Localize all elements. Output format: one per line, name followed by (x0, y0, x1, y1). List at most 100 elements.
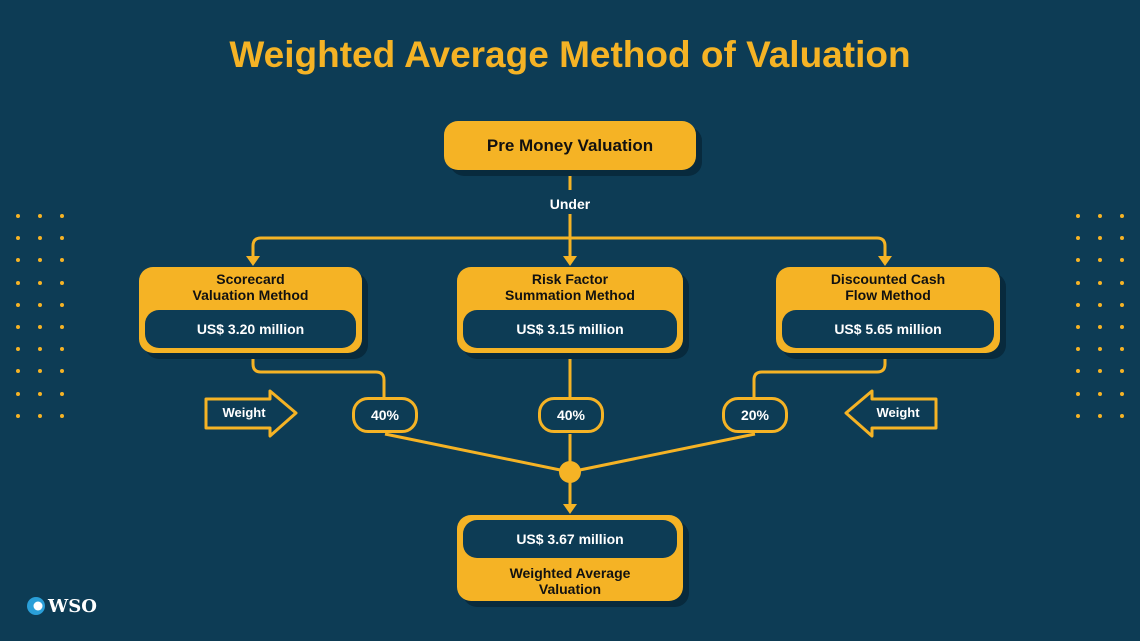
decorative-dot (1098, 214, 1102, 218)
decorative-dot (1076, 236, 1080, 241)
decorative-dot (1120, 236, 1124, 241)
decorative-dot (16, 391, 20, 396)
decorative-dots-left (16, 214, 64, 418)
decorative-dot (16, 302, 20, 307)
decorative-dot (1120, 302, 1124, 307)
decorative-dot (1098, 302, 1102, 307)
decorative-dot (60, 347, 64, 352)
decorative-dot (38, 391, 42, 396)
weight-pill: 40% (538, 397, 604, 433)
decorative-dot (60, 324, 64, 329)
method-title: Flow Method (845, 287, 931, 303)
decorative-dot (1098, 391, 1102, 396)
method-title: Scorecard (216, 271, 285, 287)
method-title: Discounted Cash (830, 271, 946, 287)
decorative-dots-right (1076, 214, 1124, 418)
decorative-dot (1120, 391, 1124, 396)
wso-logo: WSO (48, 596, 97, 617)
decorative-dot (38, 369, 42, 374)
decorative-dot (60, 369, 64, 374)
decorative-dot (16, 413, 20, 418)
result-value: US$ 3.67 million (463, 520, 677, 558)
decorative-dot (38, 413, 42, 418)
method-title: Summation Method (505, 287, 635, 303)
pre-money-valuation-label: Pre Money Valuation (486, 136, 654, 155)
decorative-dot (1076, 413, 1080, 418)
decorative-dot (1098, 236, 1102, 241)
decorative-dot (38, 236, 42, 241)
weight-arrow-left-icon (844, 389, 938, 438)
decorative-dot (16, 236, 20, 241)
connector-line (251, 353, 386, 397)
decorative-dot (16, 258, 20, 263)
weight-pill: 40% (352, 397, 418, 433)
result-label: Weighted Average (509, 565, 631, 581)
decorative-dot (1120, 280, 1124, 285)
arrow-head-icon (246, 256, 260, 266)
decorative-dot (16, 214, 20, 218)
method-value: US$ 3.15 million (463, 310, 677, 348)
decorative-dot (16, 280, 20, 285)
decorative-dot (1076, 347, 1080, 352)
decorative-dot (1120, 347, 1124, 352)
decorative-dot (60, 280, 64, 285)
decorative-dot (1076, 214, 1080, 218)
decorative-dot (60, 302, 64, 307)
decorative-dot (38, 302, 42, 307)
diagram-title: Weighted Average Method of Valuation (229, 34, 911, 75)
pre-money-valuation-box: Pre Money Valuation (444, 121, 696, 170)
weight-pill: 20% (722, 397, 788, 433)
result-box: US$ 3.67 million Weighted Average Valuat… (457, 515, 683, 601)
decorative-dot (1120, 258, 1124, 263)
arrow-head-icon (878, 256, 892, 266)
decorative-dot (38, 280, 42, 285)
weight-label-right: Weight (876, 405, 920, 420)
decorative-dot (1076, 258, 1080, 263)
arrow-head-icon (563, 256, 577, 266)
method-value: US$ 3.20 million (145, 310, 356, 348)
weight-arrow-right-icon (204, 389, 298, 438)
method-box-scorecard: Scorecard Valuation Method US$ 3.20 mill… (139, 267, 362, 353)
decorative-dot (16, 369, 20, 374)
junction-dot (559, 461, 581, 483)
decorative-dot (60, 391, 64, 396)
connector-line (251, 236, 887, 258)
decorative-dot (1120, 324, 1124, 329)
decorative-dot (1098, 413, 1102, 418)
connector-line (569, 432, 756, 474)
connector-line (752, 353, 887, 397)
decorative-dot (1120, 413, 1124, 418)
decorative-dot (1076, 324, 1080, 329)
decorative-dot (1076, 369, 1080, 374)
method-box-risk-factor: Risk Factor Summation Method US$ 3.15 mi… (457, 267, 683, 353)
decorative-dot (38, 214, 42, 218)
decorative-dot (60, 236, 64, 241)
method-box-dcf: Discounted Cash Flow Method US$ 5.65 mil… (776, 267, 1000, 353)
decorative-dot (60, 214, 64, 218)
decorative-dot (1098, 324, 1102, 329)
decorative-dot (16, 347, 20, 352)
decorative-dot (1098, 347, 1102, 352)
decorative-dot (1076, 302, 1080, 307)
method-title: Risk Factor (531, 271, 609, 287)
decorative-dot (1098, 258, 1102, 263)
decorative-dot (60, 258, 64, 263)
decorative-dot (1076, 280, 1080, 285)
decorative-dot (60, 413, 64, 418)
decorative-dot (1098, 280, 1102, 285)
result-label: Valuation (538, 581, 602, 597)
decorative-dot (1120, 369, 1124, 374)
wso-logo-icon (27, 597, 45, 615)
connector-line (384, 432, 571, 474)
decorative-dot (38, 324, 42, 329)
decorative-dot (38, 347, 42, 352)
decorative-dot (1098, 369, 1102, 374)
arrow-head-icon (563, 504, 577, 514)
under-label: Under (549, 196, 591, 212)
method-value: US$ 5.65 million (782, 310, 994, 348)
decorative-dot (1076, 391, 1080, 396)
decorative-dot (16, 324, 20, 329)
method-title: Valuation Method (192, 287, 309, 303)
decorative-dot (38, 258, 42, 263)
